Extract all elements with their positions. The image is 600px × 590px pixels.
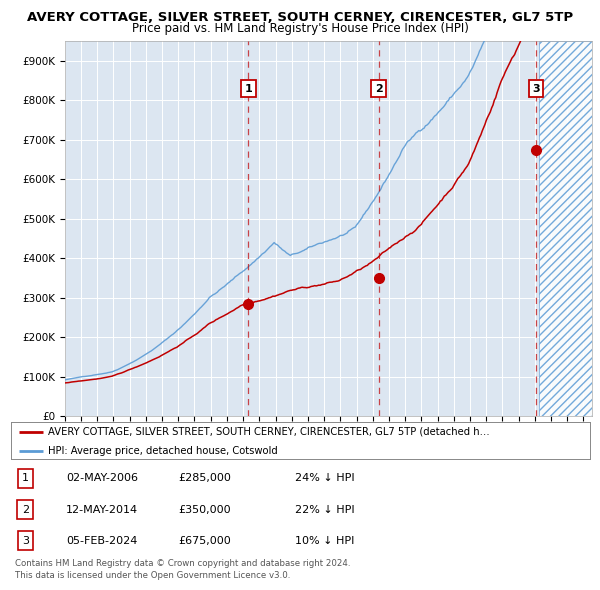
Text: 1: 1 bbox=[245, 84, 253, 94]
Text: 10% ↓ HPI: 10% ↓ HPI bbox=[295, 536, 354, 546]
Text: AVERY COTTAGE, SILVER STREET, SOUTH CERNEY, CIRENCESTER, GL7 5TP: AVERY COTTAGE, SILVER STREET, SOUTH CERN… bbox=[27, 11, 573, 24]
Text: £285,000: £285,000 bbox=[179, 473, 232, 483]
Text: 12-MAY-2014: 12-MAY-2014 bbox=[66, 504, 138, 514]
Text: 05-FEB-2024: 05-FEB-2024 bbox=[66, 536, 137, 546]
Text: 3: 3 bbox=[533, 84, 540, 94]
Text: £675,000: £675,000 bbox=[179, 536, 232, 546]
Text: 2: 2 bbox=[22, 504, 29, 514]
Text: 2: 2 bbox=[375, 84, 382, 94]
Text: £350,000: £350,000 bbox=[179, 504, 232, 514]
Text: 1: 1 bbox=[22, 473, 29, 483]
Text: HPI: Average price, detached house, Cotswold: HPI: Average price, detached house, Cots… bbox=[49, 446, 278, 456]
Text: AVERY COTTAGE, SILVER STREET, SOUTH CERNEY, CIRENCESTER, GL7 5TP (detached h…: AVERY COTTAGE, SILVER STREET, SOUTH CERN… bbox=[49, 427, 490, 437]
Text: 24% ↓ HPI: 24% ↓ HPI bbox=[295, 473, 354, 483]
Bar bbox=[539, 41, 592, 416]
Text: Price paid vs. HM Land Registry's House Price Index (HPI): Price paid vs. HM Land Registry's House … bbox=[131, 22, 469, 35]
Text: Contains HM Land Registry data © Crown copyright and database right 2024.
This d: Contains HM Land Registry data © Crown c… bbox=[15, 559, 350, 579]
Text: 3: 3 bbox=[22, 536, 29, 546]
Text: 02-MAY-2006: 02-MAY-2006 bbox=[66, 473, 138, 483]
Text: 22% ↓ HPI: 22% ↓ HPI bbox=[295, 504, 354, 514]
